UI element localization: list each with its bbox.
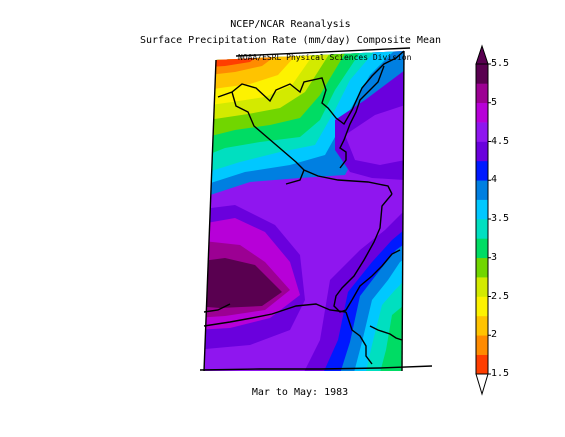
colorbar-band: [476, 199, 488, 220]
colorbar-band: [476, 296, 488, 317]
colorbar-band: [476, 122, 488, 142]
interior-boundary-north: [231, 91, 393, 195]
colorbar-tick-label: 4: [491, 174, 498, 186]
colorbar-tick-label: 2: [491, 329, 498, 341]
east-boundary: [401, 50, 405, 372]
colorbar-band: [476, 277, 488, 297]
colorbar-band: [476, 354, 488, 375]
map-variable-title: Surface Precipitation Rate (mm/day) Comp…: [139, 35, 442, 46]
colorbar-tick-label: 3.5: [491, 213, 510, 224]
colorbar-max-arrow: [475, 44, 489, 65]
colorbar-tick-label: 1.5: [491, 368, 510, 379]
contour-band-4.75-east: [345, 105, 404, 165]
contour-band-5.5: [204, 258, 282, 308]
southern-interior-boundary: [203, 303, 347, 327]
eastern-coastline: [339, 65, 385, 169]
colorbar-band: [476, 335, 488, 355]
colorbar-tick-label: 2.5: [491, 290, 510, 302]
colorbar-band: [476, 64, 488, 84]
colorbar-band: [476, 141, 488, 162]
north-boundary: [235, 47, 411, 57]
interior-boundary-spur: [285, 169, 305, 185]
southwest-spur: [203, 303, 231, 313]
political-boundaries: [199, 47, 433, 372]
southeast-boundary: [345, 311, 373, 365]
colorbar-band: [476, 219, 488, 239]
date-range-label: Mar to May: 1983: [251, 387, 349, 398]
west-boundary: [203, 59, 217, 372]
northern-coastline: [217, 50, 405, 126]
colorbar: [475, 44, 491, 396]
data-credit-label: NOAA/ESRL Physical Sciences Division: [238, 53, 412, 62]
colorbar-band: [476, 315, 488, 336]
colorbar-band: [476, 180, 488, 200]
south-boundary: [199, 365, 433, 371]
colorbar-band: [476, 257, 488, 278]
colorbar-band: [476, 160, 488, 181]
colorbar-band: [476, 102, 488, 123]
colorbar-tick-label: 3: [491, 251, 498, 263]
colorbar-tick-label: 5.5: [491, 58, 510, 69]
colorbar-tick-label: 4.5: [491, 135, 510, 147]
colorbar-band: [476, 238, 488, 259]
map-title: NCEP/NCAR Reanalysis: [230, 19, 351, 30]
southeast-spur: [369, 325, 403, 341]
colorbar-band: [476, 83, 488, 104]
colorbar-tick-label: 5: [491, 96, 498, 108]
eastern-inlet: [351, 249, 401, 301]
precipitation-contours: [204, 51, 404, 371]
